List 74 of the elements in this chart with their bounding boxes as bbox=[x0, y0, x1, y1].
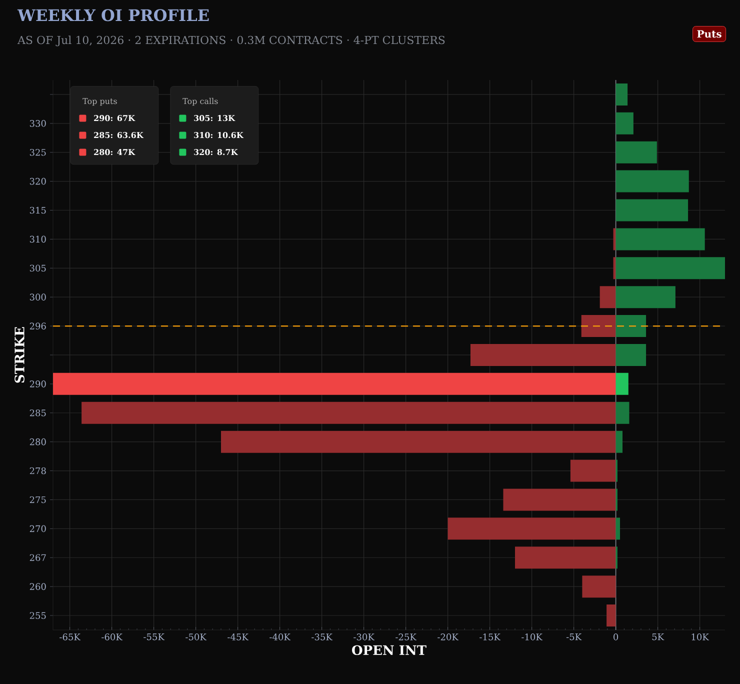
y-tick-label: 270 bbox=[30, 525, 46, 532]
chart-subtitle: AS OF Jul 10, 2026 · 2 EXPIRATIONS · 0.3M CONTRACTS · 4-PT CLUSTERS bbox=[17, 36, 445, 46]
x-tick-label: -15K bbox=[480, 634, 501, 640]
y-tick-label: 305 bbox=[30, 264, 46, 272]
bar bbox=[616, 430, 623, 453]
bar bbox=[616, 141, 657, 164]
bar bbox=[606, 604, 616, 627]
x-tick-label: 0 bbox=[614, 634, 618, 640]
y-tick-label: 320 bbox=[30, 178, 46, 185]
x-tick-label: -65K bbox=[60, 634, 81, 640]
x-tick-label: -35K bbox=[312, 634, 333, 640]
y-tick-label: 275 bbox=[30, 496, 46, 504]
x-tick-label: -50K bbox=[186, 634, 207, 640]
bar bbox=[616, 315, 646, 338]
bar bbox=[82, 402, 616, 424]
x-tick-label: -5K bbox=[566, 634, 582, 640]
bar bbox=[600, 286, 616, 308]
x-tick-label: -45K bbox=[228, 634, 249, 640]
x-axis-title: OPEN INT bbox=[352, 645, 426, 656]
bar bbox=[616, 286, 676, 308]
bar bbox=[616, 372, 628, 395]
y-tick-label: 330 bbox=[30, 120, 46, 127]
bar bbox=[503, 488, 616, 511]
x-tick-label: -60K bbox=[102, 634, 123, 640]
annotation: 290: 67K bbox=[94, 115, 136, 122]
x-tick-label: -10K bbox=[522, 634, 543, 640]
bar bbox=[616, 170, 689, 192]
bar bbox=[616, 344, 646, 366]
bar bbox=[616, 199, 688, 222]
bar bbox=[570, 460, 616, 482]
annotation: Top puts bbox=[82, 98, 117, 106]
x-tick-label: -25K bbox=[396, 634, 417, 640]
annotation: 305: 13K bbox=[194, 115, 236, 122]
y-tick-label: 290 bbox=[30, 380, 46, 388]
bar bbox=[616, 83, 628, 106]
annotation: 280: 47K bbox=[94, 149, 136, 156]
text: Puts bbox=[697, 30, 722, 38]
bar bbox=[616, 257, 725, 280]
bar bbox=[616, 402, 630, 424]
bar bbox=[613, 257, 616, 280]
annotation: 285: 63.6K bbox=[94, 132, 144, 138]
annotation: 310: 10.6K bbox=[194, 132, 244, 138]
chart-title: WEEKLY OI PROFILE bbox=[17, 9, 209, 22]
y-tick-label: 260 bbox=[30, 583, 46, 590]
y-tick-label: 280 bbox=[30, 438, 46, 446]
bar bbox=[448, 518, 616, 540]
x-tick-label: -40K bbox=[270, 634, 291, 640]
bar bbox=[470, 344, 616, 366]
bar bbox=[581, 315, 616, 338]
x-tick-label: 5K bbox=[652, 634, 664, 640]
y-tick-label: 310 bbox=[30, 236, 46, 243]
y-tick-label: 267 bbox=[30, 554, 46, 562]
bar bbox=[221, 430, 616, 453]
y-axis-title: STRIKE bbox=[14, 327, 24, 383]
y-tick-label: 300 bbox=[30, 294, 46, 300]
bar bbox=[613, 228, 616, 250]
x-tick-label: 10K bbox=[692, 634, 710, 640]
bar bbox=[582, 576, 616, 598]
annotation: Top calls bbox=[182, 98, 218, 106]
x-tick-label: -30K bbox=[354, 634, 375, 640]
y-tick-label: 296 bbox=[30, 322, 46, 330]
bar bbox=[53, 372, 616, 395]
y-tick-label: 255 bbox=[30, 612, 46, 619]
bar bbox=[616, 228, 705, 250]
y-tick-label: 278 bbox=[30, 467, 46, 474]
y-tick-label: 315 bbox=[30, 206, 46, 214]
x-tick-label: -55K bbox=[144, 634, 165, 640]
x-tick-label: -20K bbox=[438, 634, 459, 640]
bar bbox=[616, 518, 620, 540]
annotation: 320: 8.7K bbox=[194, 149, 238, 156]
y-tick-label: 285 bbox=[30, 409, 46, 416]
bar bbox=[616, 112, 634, 134]
y-tick-label: 325 bbox=[30, 148, 46, 156]
bar bbox=[515, 546, 616, 569]
